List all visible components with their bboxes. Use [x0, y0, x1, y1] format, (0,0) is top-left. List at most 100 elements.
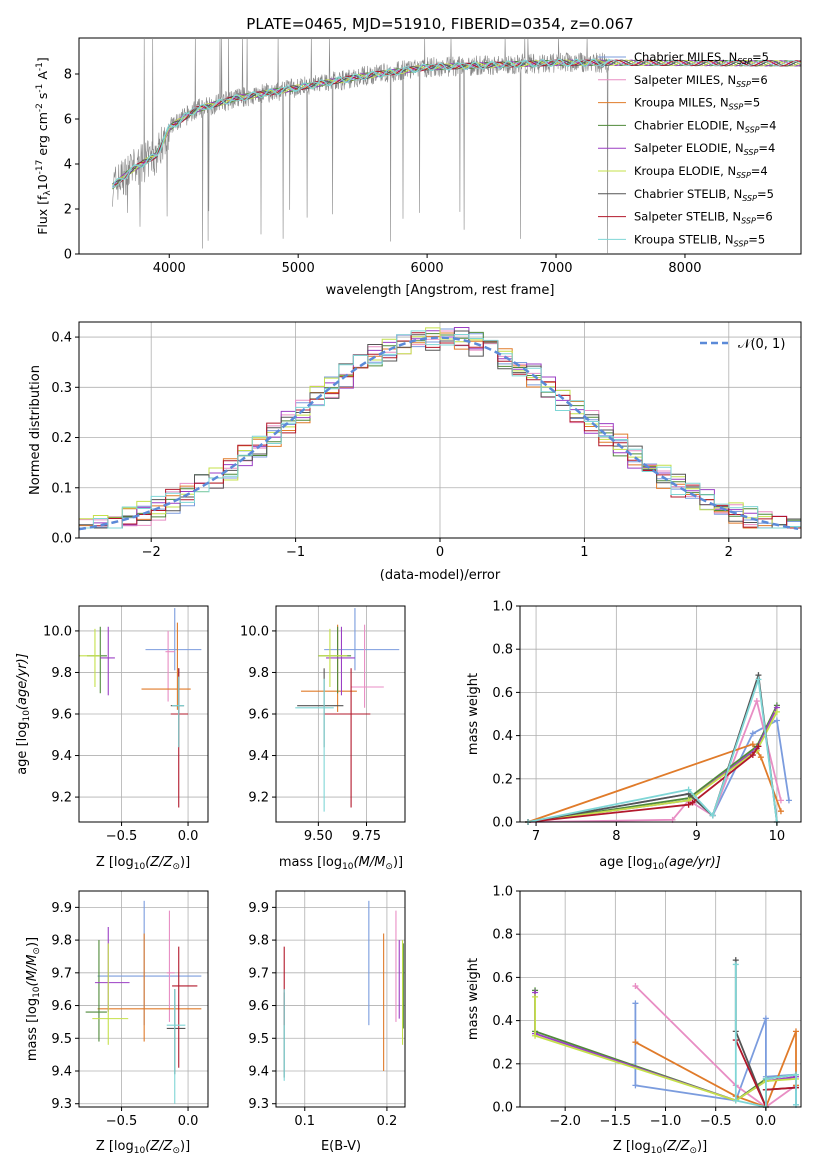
y-tick-label: 0.4 — [51, 331, 72, 346]
x-tick-label: 9.50 — [304, 829, 333, 844]
marker-kroupa_stelib — [732, 961, 739, 968]
age-vs-metallicity-panel: −0.5 0.09.29.49.69.810.0 Z [log10(Z/Z⊙)] … — [15, 605, 209, 872]
x-tick-label: −0.5 — [106, 1114, 138, 1129]
legend-sub: SSP — [736, 171, 751, 180]
spectrum-plot-area — [111, 38, 801, 254]
age-vs-metallicity-plot-area — [79, 608, 202, 808]
y-tick-label: 9.2 — [248, 791, 269, 806]
y-tick-label: 9.6 — [51, 999, 72, 1014]
y-tick-label: 0.2 — [492, 772, 513, 787]
x-tick-label: 7 — [532, 829, 540, 844]
residuals-series-group — [79, 327, 801, 531]
massweight-vs-age-plot-area — [525, 672, 792, 825]
mass-vs-metallicity-plot-area — [85, 900, 202, 1104]
errorbar-chabrier_miles — [324, 608, 400, 671]
x-tick-label: −2 — [142, 545, 161, 560]
x-tick-label: 7000 — [539, 261, 572, 276]
massweight-vs-age-ylabel: mass weight — [466, 673, 481, 755]
residuals-ticks: −2 −1 0 1 2 0.0 0.1 0.2 0.3 0.4 — [51, 331, 733, 560]
marker-chabrier_miles — [749, 730, 756, 737]
y-tick-label: 9.4 — [51, 1065, 72, 1080]
mass-vs-metallicity-ylabel: mass [log10(M/M⊙)] — [25, 937, 42, 1061]
mass-weight-line-salpeter_miles — [634, 985, 797, 1109]
y-tick-label: 9.4 — [51, 749, 72, 764]
errorbar-salpeter_stelib — [172, 946, 198, 1068]
errorbar-salpeter_miles — [165, 630, 175, 702]
legend-name: Chabrier STELIB, N — [634, 187, 742, 201]
y-tick-label: 0.2 — [492, 1057, 513, 1072]
spectrum-xlabel: wavelength [Angstrom, rest frame] — [326, 283, 555, 298]
errorbar-salpeter_stelib — [324, 668, 371, 808]
y-tick-label: 0.3 — [51, 381, 72, 396]
marker-kroupa_miles — [749, 741, 756, 748]
marker-chabrier_miles — [632, 1000, 639, 1007]
y-tick-label: 6 — [64, 113, 72, 128]
legend-sub: SSP — [737, 57, 752, 66]
residuals-panel: −2 −1 0 1 2 0.0 0.1 0.2 0.3 0.4 𝒩(0, 1) (data-mod… — [28, 321, 802, 583]
y-tick-label: 9.7 — [248, 966, 269, 981]
y-tick-label: 10.0 — [240, 624, 269, 639]
legend-name: Kroupa ELODIE, N — [634, 164, 736, 178]
y-tick-label: 9.8 — [51, 666, 72, 681]
legend-label-kroupa_stelib: Kroupa STELIB, NSSP=5 — [634, 232, 765, 248]
age-vs-mass-xlabel: mass [log10(M/M⊙)] — [279, 855, 403, 872]
mass-weight-line-salpeter_miles — [527, 697, 782, 823]
legend-sub: SSP — [729, 103, 744, 112]
residuals-legend: 𝒩(0, 1) — [700, 337, 785, 352]
massweight-vs-age-panel: 7 8 9 10 0.0 0.2 0.4 0.6 0.8 1.0 age [log10(age/y… — [466, 600, 802, 872]
y-tick-label: 9.8 — [51, 934, 72, 949]
massweight-vs-metallicity-xlabel: Z [log10(Z/Z⊙)] — [613, 1139, 707, 1156]
x-tick-label: 8 — [612, 829, 620, 844]
y-tick-label: 0.0 — [51, 532, 72, 547]
mass-vs-metallicity-ticks: −0.5 0.0 9.3 9.4 9.5 9.6 9.7 9.8 9.9 — [51, 901, 198, 1129]
age-vs-metallicity-grid — [79, 606, 208, 822]
mass-weight-line-kroupa_stelib — [734, 964, 797, 1109]
y-tick-label: 1.0 — [492, 600, 513, 615]
marker-kroupa_miles — [777, 808, 784, 815]
errorbar-kroupa_miles — [141, 622, 191, 710]
mass-vs-metallicity-grid — [79, 891, 208, 1107]
errorbar-kroupa_stelib — [172, 676, 185, 748]
errorbar-kroupa_miles — [301, 624, 357, 712]
legend-name: Kroupa STELIB, N — [634, 232, 734, 246]
residuals-ylabel: Normed distribution — [28, 365, 43, 495]
x-tick-label: −2.0 — [549, 1114, 581, 1129]
mass-vs-metallicity-panel: −0.5 0.0 9.3 9.4 9.5 9.6 9.7 9.8 9.9 Z [log10(Z/… — [25, 890, 209, 1156]
legend-label-salpeter_elodie: Salpeter ELODIE, NSSP=4 — [634, 141, 775, 157]
y-tick-label: 9.6 — [51, 708, 72, 723]
errorbar-kroupa_stelib — [166, 989, 186, 1104]
y-tick-label: 0.8 — [492, 928, 513, 943]
errorbar-chabrier_miles — [97, 900, 202, 1026]
y-tick-label: 0.8 — [492, 643, 513, 658]
y-tick-label: 9.3 — [51, 1097, 72, 1112]
errorbar-chabrier_elodie — [86, 626, 107, 694]
spectrum-panel: 4000 5000 6000 7000 8000 0 2 4 6 8 Chabrier MILES… — [35, 37, 802, 298]
spectrum-data-line — [112, 38, 611, 254]
y-tick-label: 9.5 — [51, 1032, 72, 1047]
x-tick-label: 1 — [580, 545, 588, 560]
y-tick-label: 0.2 — [51, 431, 72, 446]
marker-kroupa_miles — [757, 754, 764, 761]
legend-normal-label: 𝒩(0, 1) — [738, 337, 785, 352]
y-tick-label: 0.6 — [492, 971, 513, 986]
legend-label-kroupa_elodie: Kroupa ELODIE, NSSP=4 — [634, 164, 768, 180]
age-vs-metallicity-xlabel: Z [log10(Z/Z⊙)] — [96, 855, 190, 872]
legend-sub: SSP — [736, 80, 751, 89]
legend-label-kroupa_miles: Kroupa MILES, NSSP=5 — [634, 96, 760, 112]
marker-salpeter_stelib — [749, 752, 756, 759]
massweight-vs-metallicity-panel: −2.0 −1.5 −1.0 −0.5 0.0 0.0 0.2 0.4 0.6 0.8 1.0 Z … — [466, 885, 802, 1156]
y-tick-label: 0.1 — [51, 481, 72, 496]
legend-sub: SSP — [734, 239, 749, 248]
legend-name: Chabrier MILES, N — [634, 50, 737, 64]
marker-kroupa_miles — [632, 1039, 639, 1046]
legend-value: =5 — [743, 96, 760, 110]
mass-vs-ebv-grid — [276, 891, 405, 1107]
age-vs-metallicity-ylabel: age [log10(age/yr)] — [15, 653, 32, 775]
x-tick-label: 2 — [725, 545, 733, 560]
legend-value: =5 — [757, 187, 774, 201]
histogram-kroupa_stelib — [79, 330, 801, 529]
errorbar-chabrier_elodie — [85, 940, 107, 1042]
mass-vs-metallicity-frame — [78, 890, 209, 1108]
x-tick-label: 6000 — [411, 261, 444, 276]
